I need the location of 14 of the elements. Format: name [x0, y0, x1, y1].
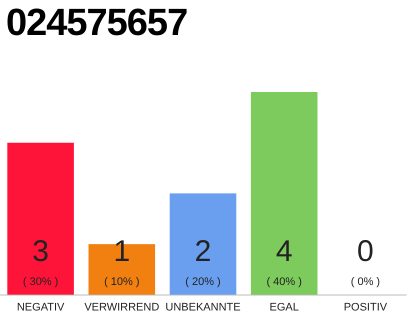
x-tick-label: NEGATIV	[16, 301, 65, 314]
data-label: 3 ( 30% )	[22, 234, 58, 288]
data-label: 2 ( 20% )	[185, 234, 221, 288]
x-tick-label: VERWIRREND	[84, 301, 160, 314]
data-label: 4 ( 40% )	[266, 234, 302, 288]
x-tick-label: UNBEKANNTE	[165, 301, 241, 314]
chart-title: 024575657	[6, 1, 188, 46]
bar	[250, 92, 318, 295]
data-label: 0 ( 0% )	[350, 234, 380, 288]
x-tick-label: POSITIV	[344, 301, 388, 314]
bar	[7, 142, 74, 295]
data-label: 1 ( 10% )	[104, 234, 140, 288]
bar	[170, 193, 236, 295]
x-tick-label: EGAL	[270, 301, 299, 314]
